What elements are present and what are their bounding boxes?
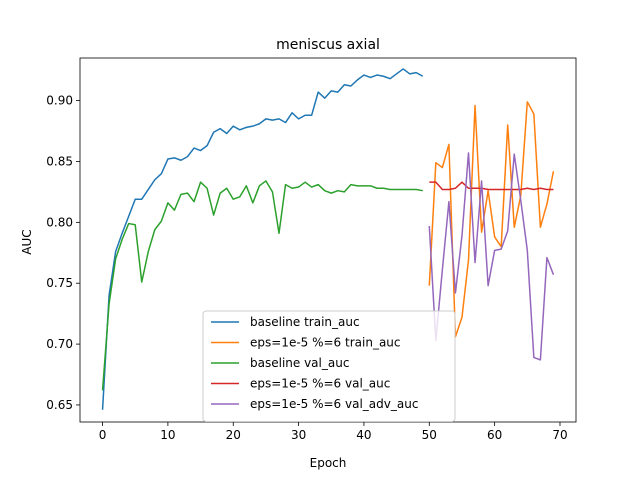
y-tick-label: 0.90 <box>46 94 73 108</box>
series-line-2 <box>428 101 555 338</box>
legend-label: baseline val_auc <box>250 356 349 370</box>
x-tick-label: 40 <box>356 428 371 442</box>
legend-label: eps=1e-5 %=6 val_adv_auc <box>250 397 418 411</box>
x-tick-label: 70 <box>552 428 567 442</box>
y-tick-label: 0.65 <box>46 398 73 412</box>
x-axis-label: Epoch <box>310 456 347 470</box>
x-axis: 0 10 20 30 40 50 60 70 <box>99 422 568 442</box>
x-tick-label: 0 <box>99 428 107 442</box>
legend-box <box>202 310 456 422</box>
series-line-3 <box>101 180 423 391</box>
series-line-5 <box>428 152 555 361</box>
x-tick-label: 60 <box>487 428 502 442</box>
y-tick-label: 0.85 <box>46 154 73 168</box>
y-tick-label: 0.70 <box>46 337 73 351</box>
y-axis: 0.65 0.70 0.75 0.80 0.85 0.90 <box>46 94 80 412</box>
x-tick-label: 30 <box>291 428 306 442</box>
legend-label: baseline train_auc <box>250 315 360 329</box>
x-tick-label: 50 <box>422 428 437 442</box>
x-tick-label: 20 <box>226 428 241 442</box>
series-lines <box>101 68 555 410</box>
legend-label: eps=1e-5 %=6 train_auc <box>250 336 401 350</box>
y-axis-label: AUC <box>20 229 34 254</box>
chart-title: meniscus axial <box>276 37 380 53</box>
x-tick-label: 10 <box>160 428 175 442</box>
y-tick-label: 0.75 <box>46 276 73 290</box>
series-line-1 <box>101 68 424 410</box>
legend-label: eps=1e-5 %=6 val_auc <box>250 377 390 391</box>
y-tick-label: 0.80 <box>46 215 73 229</box>
legend: baseline train_auc eps=1e-5 %=6 train_auc… <box>202 310 456 422</box>
series-line-4 <box>429 181 554 191</box>
